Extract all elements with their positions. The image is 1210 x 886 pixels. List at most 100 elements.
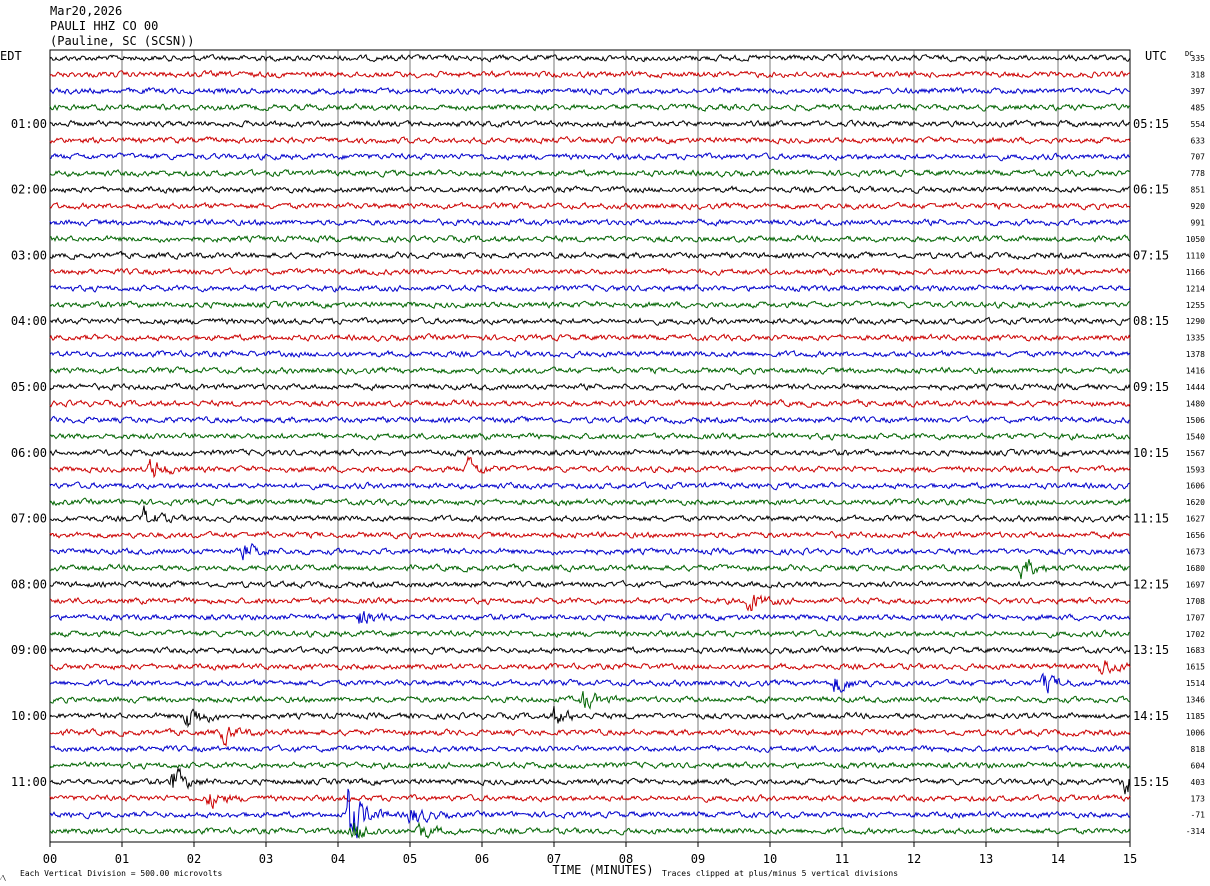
trace-line-12	[49, 250, 1131, 261]
dc-offset-label: 485	[1191, 103, 1206, 112]
dc-offset-label: -314	[1186, 827, 1205, 836]
trace-line-7	[49, 168, 1131, 178]
dc-offset-label: 1697	[1186, 580, 1205, 589]
trace-line-40	[49, 706, 1131, 729]
trace-line-46	[49, 788, 1131, 839]
trace-line-22	[49, 415, 1130, 425]
dc-offset-label: 604	[1191, 761, 1206, 770]
trace-line-43	[49, 760, 1131, 770]
dc-offset-label: 335	[1191, 54, 1206, 63]
dc-offset-label: 1214	[1186, 284, 1205, 293]
right-hour-label: 11:15	[1133, 512, 1169, 526]
dc-offset-label: 1702	[1186, 630, 1205, 639]
left-hour-label: 10:00	[11, 709, 47, 723]
dc-offset-label: 1708	[1186, 597, 1205, 606]
dc-offset-label: 920	[1191, 202, 1206, 211]
dc-offset-label: 1567	[1186, 449, 1205, 458]
dc-offset-label: 1166	[1186, 268, 1205, 277]
dc-offset-label: 318	[1191, 70, 1206, 79]
trace-line-34	[49, 611, 1131, 624]
grid-lines	[49, 49, 1131, 847]
x-tick-label: 07	[547, 852, 561, 866]
x-tick-label: 02	[187, 852, 201, 866]
x-tick-label: 14	[1051, 852, 1065, 866]
x-tick-label: 11	[835, 852, 849, 866]
scale-note: Each Vertical Division = 500.00 microvol…	[20, 869, 222, 878]
trace-line-1	[49, 69, 1131, 79]
trace-line-39	[49, 691, 1131, 710]
dc-offset-label: 851	[1191, 186, 1206, 195]
trace-line-14	[49, 283, 1131, 293]
x-tick-label: 12	[907, 852, 921, 866]
seismic-traces	[49, 53, 1131, 839]
trace-line-15	[49, 300, 1130, 310]
trace-line-27	[49, 497, 1131, 507]
trace-line-45	[49, 793, 1131, 809]
trace-line-29	[49, 530, 1131, 540]
x-tick-label: 10	[763, 852, 777, 866]
trace-line-5	[49, 135, 1131, 145]
trace-line-18	[49, 349, 1131, 359]
x-tick-label: 01	[115, 852, 129, 866]
x-tick-label: 08	[619, 852, 633, 866]
trace-line-31	[49, 559, 1131, 580]
dc-offset-label: 1593	[1186, 465, 1205, 474]
trace-line-0	[49, 53, 1131, 63]
x-tick-label: 09	[691, 852, 705, 866]
trace-line-23	[49, 432, 1131, 441]
dc-offset-label: 173	[1191, 794, 1206, 803]
x-tick-label: 15	[1123, 852, 1137, 866]
dc-offset-label: 1346	[1186, 696, 1205, 705]
left-hour-label: 05:00	[11, 380, 47, 394]
dc-offset-label: 1110	[1186, 251, 1205, 260]
header-date: Mar20,2026	[50, 4, 123, 18]
left-hour-label: 11:00	[11, 775, 47, 789]
trace-line-24	[49, 448, 1131, 458]
right-hour-label: 05:15	[1133, 117, 1169, 131]
trace-line-10	[49, 218, 1131, 227]
dc-offset-label: -71	[1191, 811, 1206, 820]
dc-offset-label: 707	[1191, 153, 1206, 162]
header-station: PAULI HHZ CO 00	[50, 19, 159, 33]
dc-offset-label: 818	[1191, 745, 1206, 754]
dc-offset-label: 1683	[1186, 646, 1205, 655]
trace-line-2	[49, 86, 1131, 96]
right-hour-label: 10:15	[1133, 446, 1169, 460]
dc-offset-label: 1615	[1186, 663, 1205, 672]
x-tick-label: 13	[979, 852, 993, 866]
trace-line-28	[49, 505, 1131, 524]
right-hour-label: 15:15	[1133, 775, 1169, 789]
trace-line-21	[49, 398, 1131, 409]
x-tick-label: 00	[43, 852, 57, 866]
trace-line-8	[49, 185, 1131, 194]
x-axis-title: TIME (MINUTES)	[552, 863, 653, 877]
dc-offset-label: 1255	[1186, 301, 1205, 310]
trace-line-33	[49, 594, 1131, 612]
right-zone-label: UTC	[1145, 49, 1167, 63]
dc-offset-label: 1480	[1186, 399, 1205, 408]
left-hour-label: 03:00	[11, 248, 47, 262]
dc-offset-label: 1335	[1186, 334, 1205, 343]
plot-frame	[49, 49, 1131, 843]
trace-line-30	[49, 542, 1131, 561]
dc-offset-label: 1707	[1186, 613, 1205, 622]
trace-line-3	[49, 103, 1131, 113]
left-hour-label: 02:00	[11, 183, 47, 197]
trace-line-19	[49, 366, 1131, 375]
trace-line-25	[49, 455, 1131, 479]
dc-offset-label: 1540	[1186, 432, 1205, 441]
trace-line-32	[49, 579, 1131, 590]
trace-line-11	[49, 234, 1131, 244]
dc-offset-label: 397	[1191, 87, 1206, 96]
trace-line-26	[49, 481, 1131, 491]
dc-offset-label: 1290	[1186, 317, 1205, 326]
dc-offset-label: 1416	[1186, 367, 1205, 376]
dc-offset-label: 1673	[1186, 548, 1205, 557]
x-tick-label: 05	[403, 852, 417, 866]
dc-offset-label: 1444	[1186, 383, 1205, 392]
trace-line-6	[49, 152, 1131, 162]
trace-line-38	[49, 672, 1131, 694]
dc-offset-label: 1378	[1186, 350, 1205, 359]
dc-offset-label: 1606	[1186, 482, 1205, 491]
